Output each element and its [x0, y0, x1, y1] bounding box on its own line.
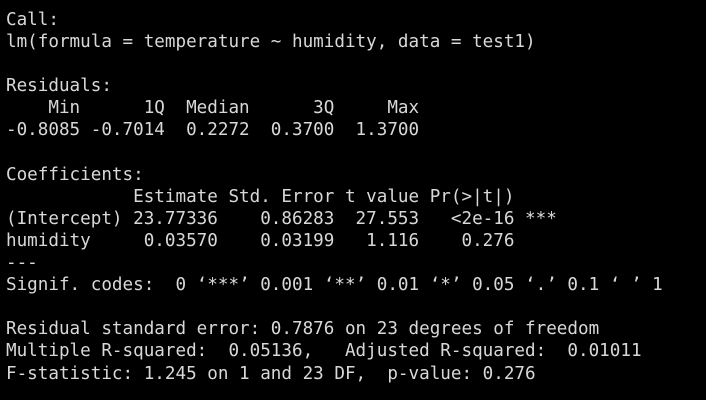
coefficients-row-humidity: humidity 0.03570 0.03199 1.116 0.276: [6, 230, 557, 251]
call-formula: lm(formula = temperature ~ humidity, dat…: [6, 32, 536, 53]
call-header: Call:: [6, 10, 59, 30]
residuals-column-labels: Min 1Q Median 3Q Max: [6, 98, 430, 119]
coefficients-row-intercept: (Intercept) 23.77336 0.86283 27.553 <2e-…: [6, 208, 557, 229]
blank-line: [6, 142, 663, 164]
r-squared-line: Multiple R-squared: 0.05136, Adjusted R-…: [6, 341, 653, 362]
separator-line: ---: [6, 253, 38, 274]
blank-line: [6, 296, 663, 318]
blank-line: [6, 53, 663, 75]
significance-codes: Signif. codes: 0 ‘***’ 0.001 ‘**’ 0.01 ‘…: [6, 275, 663, 296]
residual-standard-error: Residual standard error: 0.7876 on 23 de…: [6, 319, 600, 340]
coefficients-header: Coefficients:: [6, 164, 144, 185]
residuals-values: -0.8085 -0.7014 0.2272 0.3700 1.3700: [6, 120, 430, 141]
residuals-header: Residuals:: [6, 76, 112, 97]
r-console-output: Call: lm(formula = temperature ~ humidit…: [6, 9, 663, 385]
f-statistic-line: F-statistic: 1.245 on 1 and 23 DF, p-val…: [6, 363, 536, 384]
coefficients-column-labels: Estimate Std. Error t value Pr(>|t|): [6, 186, 557, 207]
